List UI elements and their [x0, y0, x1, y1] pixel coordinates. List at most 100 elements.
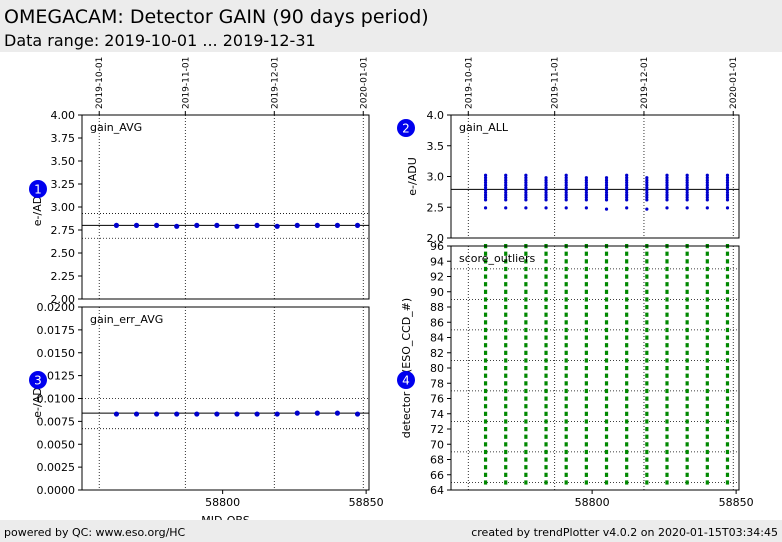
data-point: [254, 222, 260, 228]
outlier-point: [685, 404, 689, 409]
outlier-point: [665, 427, 669, 432]
outlier-point: [504, 259, 508, 264]
outlier-point: [564, 449, 568, 455]
outlier-point: [705, 335, 709, 340]
outlier-point: [705, 289, 709, 294]
data-point: [314, 222, 320, 228]
outlier-point: [504, 343, 508, 348]
data-point: [645, 176, 649, 180]
outlier-point: [685, 449, 689, 455]
data-point: [604, 185, 609, 190]
outlier-point: [504, 427, 508, 432]
outlier-point: [604, 388, 609, 394]
data-point: [174, 411, 180, 417]
y-tick-label: 2.75: [51, 224, 76, 237]
outlier-point: [625, 411, 629, 416]
outlier-point: [524, 465, 528, 470]
data-point: [665, 198, 669, 202]
outlier-point: [524, 472, 528, 477]
outlier-point: [524, 327, 528, 333]
outlier-point: [584, 411, 588, 416]
data-point: [294, 222, 300, 228]
y-tick-label: 2.00: [51, 293, 76, 306]
y-tick-label: 84: [430, 332, 444, 345]
outlier-point: [544, 259, 548, 264]
data-point: [504, 188, 508, 192]
y-tick-label: 64: [430, 484, 444, 497]
outlier-point: [564, 373, 568, 378]
outlier-point: [685, 411, 689, 416]
data-point: [584, 176, 588, 180]
outlier-point: [645, 404, 649, 409]
outlier-point: [483, 381, 488, 386]
outlier-point: [483, 442, 488, 447]
data-point: [254, 411, 260, 417]
data-point: [645, 195, 649, 200]
outlier-point: [544, 465, 548, 470]
outlier-point: [685, 457, 689, 462]
outlier-point: [544, 289, 548, 294]
outlier-point: [483, 404, 488, 409]
outlier-point: [705, 320, 709, 325]
outlier-point: [604, 366, 609, 371]
x-tick-label: 58800: [575, 496, 610, 509]
panel-number-label: 2: [402, 122, 410, 136]
data-point: [334, 222, 341, 228]
data-point: [504, 173, 508, 177]
data-point: [725, 176, 730, 180]
outlier-point: [665, 381, 669, 386]
data-point: [564, 198, 568, 202]
data-point: [564, 188, 568, 192]
outlier-point: [625, 305, 629, 310]
data-point: [524, 176, 528, 180]
outlier-point: [524, 312, 528, 317]
outlier-point: [584, 373, 588, 378]
data-point: [645, 193, 649, 197]
outlier-point: [544, 396, 548, 401]
outlier-point: [705, 274, 709, 279]
outlier-point: [544, 305, 548, 310]
outlier-point: [483, 327, 488, 333]
outlier-point: [544, 274, 548, 279]
outlier-point: [504, 381, 508, 386]
data-point: [625, 176, 629, 180]
outlier-point: [645, 427, 649, 432]
data-point: [544, 183, 548, 187]
outlier-point: [544, 381, 548, 386]
data-point: [483, 178, 488, 182]
data-point: [234, 411, 240, 417]
powered-by-text: powered by QC: www.eso.org/HC: [4, 526, 186, 539]
outlier-point: [725, 442, 730, 447]
data-point: [483, 190, 488, 195]
outlier-point: [604, 320, 609, 325]
created-by-text: created by trendPlotter v4.0.2 on 2020-0…: [471, 526, 778, 539]
data-point: [524, 193, 528, 197]
outlier-point: [483, 274, 488, 279]
outlier-point: [544, 411, 548, 416]
outlier-point: [524, 404, 528, 409]
outlier-point: [524, 419, 528, 424]
data-point: [645, 190, 649, 195]
outlier-point: [725, 472, 730, 477]
outlier-point: [705, 251, 709, 256]
y-tick-label: 0.0025: [37, 461, 76, 474]
outlier-point: [544, 373, 548, 378]
outlier-point: [685, 465, 689, 470]
outlier-point: [504, 320, 508, 325]
data-point: [725, 206, 730, 210]
outlier-point: [544, 343, 548, 348]
outlier-point: [604, 350, 609, 355]
outlier-point: [665, 343, 669, 348]
data-point: [725, 173, 730, 177]
data-point: [685, 173, 689, 177]
outlier-point: [504, 388, 508, 394]
data-point: [544, 206, 548, 210]
outlier-point: [725, 343, 730, 348]
outlier-point: [625, 350, 629, 355]
y-tick-label: 2.50: [51, 247, 76, 260]
outlier-point: [524, 259, 528, 264]
outlier-point: [604, 419, 609, 424]
outlier-point: [705, 427, 709, 432]
y-tick-label: 74: [430, 408, 444, 421]
outlier-point: [504, 419, 508, 424]
